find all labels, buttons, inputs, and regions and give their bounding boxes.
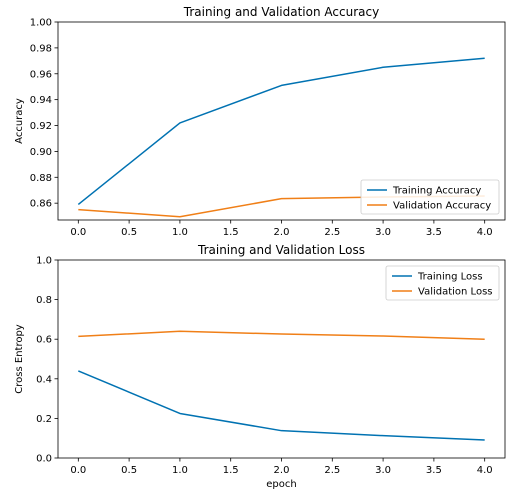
y-tick-label: 0.96	[30, 69, 52, 80]
x-tick-label: 1.5	[223, 227, 239, 238]
y-axis-label: Cross Entropy	[14, 324, 25, 394]
legend-label: Validation Accuracy	[393, 201, 491, 212]
y-tick-label: 0.94	[30, 95, 52, 106]
legend-box	[360, 179, 500, 215]
x-tick-label: 3.0	[375, 227, 391, 238]
x-tick-label: 4.0	[477, 227, 493, 238]
legend: Training Accuracy Validation Accuracy	[360, 179, 500, 215]
x-tick-label: 0.5	[121, 465, 137, 476]
legend-label: Training Accuracy	[392, 186, 481, 197]
y-tick-label: 0.0	[36, 454, 52, 465]
x-tick-label: 3.5	[426, 465, 442, 476]
y-tick-label: 1.00	[30, 18, 52, 29]
legend-box	[385, 265, 500, 301]
y-tick-label: 0.92	[30, 121, 52, 132]
x-tick-label: 0.5	[121, 227, 137, 238]
y-tick-label: 0.6	[36, 335, 52, 346]
y-tick-label: 0.90	[30, 147, 52, 158]
y-tick-label: 0.2	[36, 414, 52, 425]
x-tick-label: 2.0	[274, 227, 290, 238]
series-line-loss-1	[78, 330, 485, 340]
series-line-accuracy-0	[77, 57, 485, 206]
x-tick-label: 0.0	[70, 227, 86, 238]
x-tick-label: 2.0	[274, 465, 290, 476]
x-tick-label: 1.0	[172, 227, 188, 238]
x-tick-label: 1.5	[223, 465, 239, 476]
y-axis-label: Accuracy	[14, 98, 25, 144]
y-tick-label: 0.86	[30, 199, 52, 210]
y-tick-label: 1.0	[36, 256, 52, 267]
accuracy-chart: Training and Validation Accuracy 0.0 0.5 1.…	[14, 5, 506, 238]
series-line-loss-0	[78, 370, 485, 441]
y-tick-label: 0.8	[36, 295, 52, 306]
y-tick-label: 0.88	[30, 173, 52, 184]
chart-title: Training and Validation Accuracy	[183, 5, 379, 19]
x-axis-label: epoch	[266, 479, 296, 490]
x-tick-label: 4.0	[477, 465, 493, 476]
x-tick-label: 3.0	[375, 465, 391, 476]
y-tick-label: 0.4	[36, 374, 52, 385]
x-tick-label: 3.5	[426, 227, 442, 238]
loss-chart: Training and Validation Loss 0.0 0.5 1.0 1.5…	[14, 243, 506, 490]
x-tick-label: 2.5	[324, 465, 340, 476]
legend-label: Validation Loss	[418, 287, 493, 298]
y-tick-label: 0.98	[30, 43, 52, 54]
chart-title: Training and Validation Loss	[197, 243, 365, 257]
x-tick-label: 0.0	[70, 465, 86, 476]
x-tick-label: 2.5	[324, 227, 340, 238]
legend-label: Training Loss	[417, 272, 483, 283]
legend: Training Loss Validation Loss	[385, 265, 500, 301]
x-tick-label: 1.0	[172, 465, 188, 476]
